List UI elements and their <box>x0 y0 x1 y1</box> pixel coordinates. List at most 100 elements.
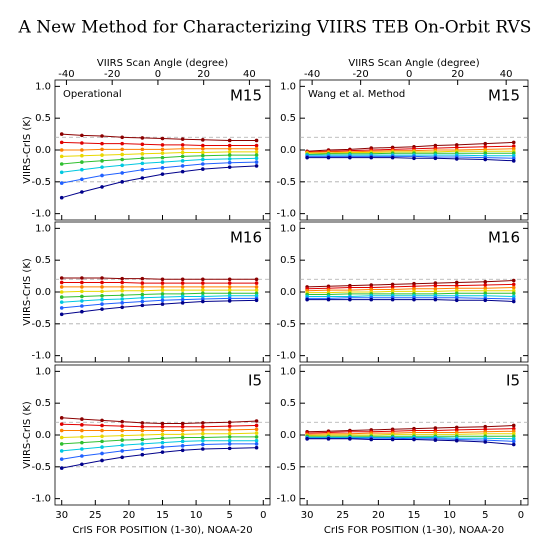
series-line <box>307 437 514 442</box>
point <box>120 293 124 297</box>
point <box>100 153 104 157</box>
point <box>140 136 145 140</box>
point <box>348 155 352 160</box>
point <box>390 285 395 289</box>
x2-axis-label: VIIRS Scan Angle (degree) <box>97 58 228 69</box>
point <box>433 297 438 302</box>
series-line <box>61 297 257 309</box>
series-line <box>307 155 514 159</box>
point <box>59 457 64 461</box>
series-line <box>307 287 514 292</box>
point <box>120 449 124 453</box>
point <box>100 280 104 285</box>
point <box>180 143 185 147</box>
series-line <box>307 283 514 290</box>
point <box>100 159 104 163</box>
point <box>201 138 205 142</box>
point <box>180 297 185 302</box>
x-tick-label: 15 <box>156 510 169 521</box>
point <box>369 297 374 302</box>
point <box>454 280 459 285</box>
point <box>305 297 309 302</box>
point <box>100 458 104 463</box>
series-line <box>61 289 257 293</box>
point <box>412 437 416 442</box>
series-line <box>61 141 257 146</box>
y-tick-label: -0.5 <box>276 319 296 330</box>
point <box>201 431 205 436</box>
point <box>80 177 84 182</box>
y-tick-label: 0.5 <box>35 255 51 266</box>
series-line <box>307 425 514 433</box>
point <box>80 153 84 158</box>
point <box>140 433 145 437</box>
point <box>326 155 331 160</box>
point <box>433 438 438 442</box>
point <box>454 283 459 288</box>
y-tick-label: 0.5 <box>280 255 296 266</box>
point <box>227 160 232 165</box>
point <box>227 424 232 428</box>
point <box>483 151 488 155</box>
point <box>227 296 232 301</box>
x2-tick-label: -20 <box>104 69 120 80</box>
point <box>100 439 104 444</box>
point <box>390 437 395 442</box>
point <box>140 295 145 300</box>
y-tick-label: 1.0 <box>35 81 51 92</box>
point <box>511 144 516 148</box>
series-line <box>61 417 257 424</box>
point <box>227 420 232 425</box>
point <box>201 435 205 440</box>
point <box>254 281 259 285</box>
series-line <box>307 437 514 440</box>
x-tick-label: 20 <box>372 510 385 521</box>
point <box>180 435 185 440</box>
series-line <box>61 443 257 460</box>
point <box>227 150 232 154</box>
x2-tick-label: 0 <box>406 69 412 80</box>
point <box>160 277 165 282</box>
point <box>483 288 488 293</box>
point <box>160 424 165 429</box>
x2-tick-label: 20 <box>451 69 464 80</box>
point <box>120 443 124 447</box>
point <box>254 138 259 143</box>
point <box>254 156 259 161</box>
point <box>433 281 438 285</box>
point <box>180 159 185 163</box>
point <box>180 164 185 168</box>
point <box>254 438 259 443</box>
point <box>454 298 459 303</box>
point <box>140 447 145 451</box>
point <box>227 435 232 439</box>
point <box>305 155 309 160</box>
point <box>412 287 416 291</box>
point <box>100 289 104 294</box>
point <box>59 449 64 453</box>
point <box>254 294 259 298</box>
point <box>390 297 395 302</box>
point <box>348 297 352 302</box>
point <box>254 285 259 289</box>
x2-tick-label: -40 <box>58 69 74 80</box>
point <box>100 423 104 428</box>
series-line <box>61 428 257 431</box>
point <box>511 146 516 151</box>
point <box>227 153 232 157</box>
point <box>201 277 205 282</box>
band-label: I5 <box>506 372 520 390</box>
point <box>511 282 516 287</box>
point <box>180 285 185 289</box>
point <box>160 136 165 141</box>
point <box>201 281 205 285</box>
point <box>454 291 459 296</box>
point <box>511 156 516 161</box>
point <box>180 432 185 437</box>
point <box>454 288 459 293</box>
point <box>433 426 438 430</box>
point <box>120 285 124 289</box>
point <box>80 309 84 314</box>
series-line <box>307 292 514 295</box>
point <box>227 442 232 446</box>
